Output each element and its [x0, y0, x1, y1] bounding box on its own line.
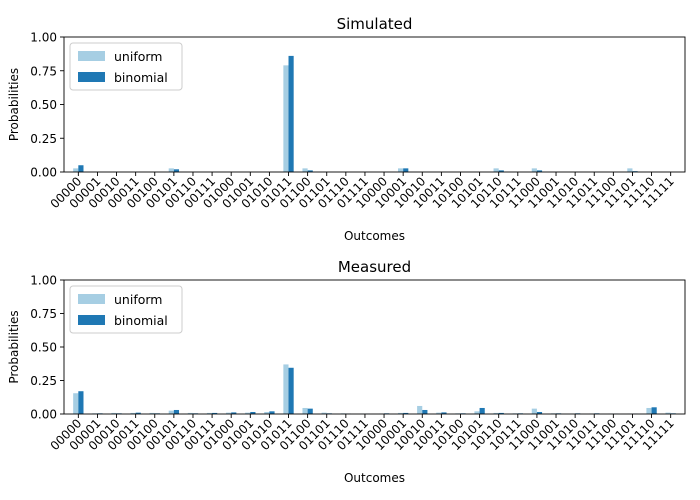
bar-uniform-10011	[436, 412, 442, 414]
bar-uniform-01100	[302, 168, 308, 172]
bar-binomial-10001	[403, 412, 409, 414]
bar-uniform-11110	[646, 407, 652, 414]
bar-uniform-10110	[493, 412, 499, 414]
bar-uniform-01011	[283, 65, 289, 172]
bar-binomial-11110	[651, 407, 657, 414]
bar-uniform-00101	[168, 168, 174, 172]
legend-label-binomial: binomial	[114, 70, 168, 85]
y-tick-label: 0.00	[30, 166, 57, 180]
legend-label-uniform: uniform	[114, 49, 162, 64]
bar-binomial-10001	[403, 168, 409, 172]
bar-uniform-10001	[398, 168, 404, 172]
bar-binomial-01100	[307, 408, 313, 414]
subplot-simulated: Simulated0.000.250.500.751.0000000000010…	[7, 15, 686, 243]
chart-title: Measured	[338, 258, 411, 276]
bar-uniform-01001	[245, 412, 251, 414]
bar-uniform-01101	[321, 412, 327, 414]
bar-uniform-10101	[474, 411, 480, 414]
bar-binomial-10101	[479, 407, 485, 414]
bar-uniform-00100	[149, 412, 155, 414]
bar-uniform-10110	[493, 168, 499, 172]
bar-binomial-00111	[212, 412, 218, 414]
y-tick-label: 0.00	[30, 408, 57, 422]
x-axis-label: Outcomes	[344, 229, 405, 243]
bar-binomial-00101	[173, 409, 180, 414]
bar-uniform-11000	[531, 408, 537, 414]
bar-uniform-01011	[283, 364, 289, 414]
subplot-measured: Measured0.000.250.500.751.00000000000100…	[7, 258, 686, 485]
bar-binomial-01010	[269, 411, 275, 414]
bar-binomial-10110	[498, 412, 504, 414]
bar-uniform-01010	[264, 411, 270, 414]
y-axis-label: Probabilities	[7, 310, 21, 383]
legend-label-uniform: uniform	[114, 292, 162, 307]
bar-binomial-00011	[135, 412, 141, 414]
bar-binomial-01001	[250, 411, 256, 414]
bar-uniform-11111	[665, 412, 671, 414]
legend-label-binomial: binomial	[114, 313, 168, 328]
bar-binomial-00000	[78, 391, 84, 414]
y-axis-label: Probabilities	[7, 68, 21, 141]
y-tick-label: 0.75	[30, 64, 57, 78]
bar-binomial-10110	[498, 170, 504, 172]
y-tick-label: 0.50	[30, 98, 57, 112]
bar-uniform-11101	[627, 168, 633, 172]
bar-uniform-10001	[398, 412, 404, 414]
y-tick-label: 0.50	[30, 341, 57, 355]
legend: uniform binomial	[69, 42, 183, 91]
bar-binomial-00000	[78, 165, 84, 172]
bar-binomial-11000	[536, 170, 543, 172]
bar-uniform-11000	[531, 168, 537, 172]
bar-uniform-00000	[73, 393, 79, 414]
bar-binomial-01011	[288, 55, 294, 172]
y-tick-label: 0.25	[30, 374, 57, 388]
legend: uniform binomial	[69, 285, 183, 334]
legend-swatch-uniform	[78, 51, 105, 61]
bar-uniform-00010	[111, 412, 117, 414]
bar-uniform-00000	[73, 168, 79, 172]
legend-swatch-binomial	[78, 315, 105, 325]
y-tick-label: 0.75	[30, 307, 57, 321]
chart-title: Simulated	[337, 15, 413, 33]
bar-uniform-10010	[417, 405, 423, 414]
bar-uniform-00111	[206, 412, 213, 414]
legend-swatch-uniform	[78, 294, 105, 304]
bar-uniform-00101	[168, 410, 174, 414]
y-tick-label: 1.00	[30, 31, 57, 45]
bar-uniform-00110	[187, 412, 193, 414]
y-tick-label: 0.25	[30, 132, 57, 146]
bar-binomial-11000	[536, 411, 543, 414]
x-axis-label: Outcomes	[344, 471, 405, 485]
bar-uniform-01000	[226, 412, 232, 414]
y-tick-label: 1.00	[30, 274, 57, 288]
bar-uniform-01100	[302, 407, 308, 414]
bar-uniform-00011	[130, 412, 136, 414]
bar-binomial-10011	[441, 412, 447, 414]
bar-binomial-00101	[173, 169, 180, 172]
legend-swatch-binomial	[78, 72, 105, 82]
bar-binomial-01000	[231, 412, 237, 414]
bar-binomial-10010	[422, 409, 428, 414]
bar-binomial-01100	[307, 170, 313, 172]
bar-binomial-01011	[288, 367, 294, 414]
